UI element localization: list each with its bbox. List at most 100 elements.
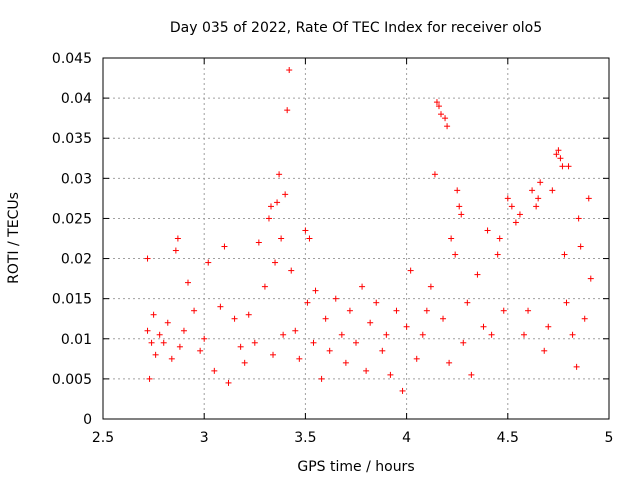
y-tick-label: 0.03 [61, 171, 92, 187]
data-point [359, 283, 366, 290]
data-point [565, 163, 572, 170]
data-point [433, 99, 440, 106]
data-point [561, 251, 568, 258]
data-point [535, 195, 542, 202]
data-point [245, 311, 252, 318]
data-point [280, 331, 287, 338]
y-tick-label: 0.025 [52, 211, 92, 227]
data-point [168, 355, 175, 362]
data-point [326, 347, 333, 354]
data-point [446, 359, 453, 366]
data-point [484, 227, 491, 234]
data-point [474, 271, 481, 278]
data-point [225, 379, 232, 386]
data-point [438, 111, 445, 118]
data-point [464, 299, 471, 306]
data-point [555, 147, 562, 154]
data-point [403, 323, 410, 330]
data-point [480, 323, 487, 330]
data-point [373, 299, 380, 306]
data-point [265, 215, 272, 222]
data-point [176, 343, 183, 350]
data-point [251, 339, 258, 346]
data-point [553, 151, 560, 158]
data-point [255, 239, 262, 246]
data-point [346, 307, 353, 314]
data-point [581, 315, 588, 322]
data-point [318, 375, 325, 382]
data-point [272, 259, 279, 266]
data-point [393, 307, 400, 314]
axes: 2.5 3 3.5 4 4.5 5 0 0.005 0.01 0.015 0.02 0.025 0.03… [52, 51, 614, 446]
data-point [448, 235, 455, 242]
grid-lines [103, 58, 609, 419]
data-point [148, 339, 155, 346]
data-point [332, 295, 339, 302]
data-point [520, 331, 527, 338]
data-point [537, 179, 544, 186]
y-tick-label: 0.035 [52, 131, 92, 147]
data-point [180, 327, 187, 334]
data-point [284, 107, 291, 114]
y-tick-label: 0.04 [61, 91, 92, 107]
data-point [413, 355, 420, 362]
data-point [407, 267, 414, 274]
data-point [460, 339, 467, 346]
data-point [496, 235, 503, 242]
data-point [419, 331, 426, 338]
data-point [504, 195, 511, 202]
data-point [431, 171, 438, 178]
x-tick-label: 4 [402, 430, 411, 446]
data-point [338, 331, 345, 338]
data-point [267, 203, 274, 210]
data-point [468, 371, 475, 378]
data-point [302, 227, 309, 234]
data-point [541, 347, 548, 354]
data-point [573, 363, 580, 370]
data-point [563, 299, 570, 306]
data-point [185, 279, 192, 286]
data-point [444, 123, 451, 130]
data-point [322, 315, 329, 322]
data-point [575, 215, 582, 222]
data-point [577, 243, 584, 250]
data-point [270, 351, 277, 358]
data-point [454, 187, 461, 194]
data-point [533, 203, 540, 210]
data-point [191, 307, 198, 314]
data-point [211, 367, 218, 374]
data-point [549, 187, 556, 194]
data-point [241, 359, 248, 366]
data-point [144, 255, 151, 262]
data-point [383, 331, 390, 338]
data-point [288, 267, 295, 274]
data-point [286, 67, 293, 74]
data-point [559, 163, 566, 170]
y-tick-label: 0.015 [52, 292, 92, 308]
data-point [452, 251, 459, 258]
data-point [435, 103, 442, 110]
data-point [221, 243, 228, 250]
data-point [144, 327, 151, 334]
data-point [304, 299, 311, 306]
y-tick-label: 0.005 [52, 372, 92, 388]
data-point [197, 347, 204, 354]
data-point [442, 115, 449, 122]
y-tick-label: 0.01 [61, 332, 92, 348]
data-point [512, 219, 519, 226]
data-point [282, 191, 289, 198]
data-point [237, 343, 244, 350]
data-point [274, 199, 281, 206]
data-points [144, 67, 594, 394]
data-point [306, 235, 313, 242]
data-point [156, 331, 163, 338]
data-point [440, 315, 447, 322]
data-point [160, 339, 167, 346]
data-point [500, 307, 507, 314]
data-point [174, 235, 181, 242]
x-tick-label: 5 [605, 430, 614, 446]
data-point [508, 203, 515, 210]
x-axis-label: GPS time / hours [297, 459, 414, 475]
data-point [278, 235, 285, 242]
